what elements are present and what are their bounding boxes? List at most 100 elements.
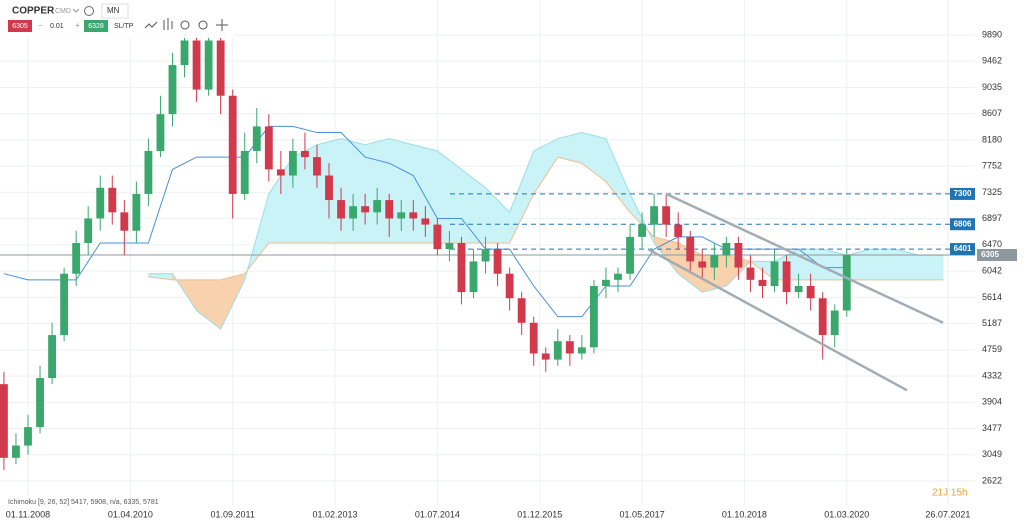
candle-body: [517, 298, 526, 323]
x-tick-label: 01.12.2015: [517, 509, 562, 519]
y-tick-label: 6897: [982, 213, 1002, 223]
candle-body: [108, 187, 117, 213]
candle-body: [614, 273, 622, 280]
candle-body: [313, 157, 321, 176]
candle-body: [276, 169, 285, 176]
candle-body: [132, 193, 141, 231]
candle-body: [638, 224, 646, 237]
candle-body: [96, 187, 105, 219]
candle-body: [168, 65, 177, 115]
candle-body: [698, 261, 707, 268]
dropdown-icon[interactable]: [72, 8, 80, 13]
candle-body: [770, 261, 779, 286]
candle-body: [349, 206, 358, 219]
candle-body: [301, 150, 309, 158]
candle-body: [120, 212, 129, 231]
candle-body: [457, 243, 466, 293]
level-label-box: [950, 218, 975, 231]
buy-button[interactable]: [84, 20, 108, 32]
candle-body: [12, 445, 20, 458]
candle-body: [794, 285, 803, 293]
symbol[interactable]: COPPER: [12, 6, 55, 17]
candle-body: [686, 236, 695, 262]
y-tick-label: 2622: [982, 475, 1002, 485]
level-label: 6401: [954, 244, 972, 253]
buy-price[interactable]: 6328: [88, 23, 104, 30]
y-tick-label: 7752: [982, 161, 1002, 171]
candle-body: [216, 40, 225, 96]
interval[interactable]: MN: [107, 6, 120, 15]
candle-body: [662, 206, 671, 225]
x-tick-label: 01.07.2014: [415, 509, 460, 519]
candle-body: [445, 243, 454, 250]
zoom-in[interactable]: [198, 20, 208, 30]
zoom-out[interactable]: [180, 20, 190, 30]
candle-body: [650, 206, 659, 225]
indicator-label[interactable]: Ichimoku [9, 26, 52] 5417, 5908, n/a, 63…: [8, 499, 159, 506]
candle-body: [397, 212, 406, 219]
plus[interactable]: +: [75, 21, 80, 30]
candle-body: [240, 150, 249, 194]
candle-body: [156, 114, 165, 151]
candle-body: [818, 298, 827, 336]
y-tick-label: 9462: [982, 56, 1002, 66]
x-tick-label: 01.04.2010: [108, 509, 153, 519]
candle-body: [373, 200, 382, 213]
candle-body: [204, 40, 213, 90]
sell-price[interactable]: 6305: [12, 23, 28, 30]
x-tick-label: 26.07.2021: [925, 509, 970, 519]
candle-body: [72, 243, 81, 274]
candle-body: [361, 206, 370, 213]
minus[interactable]: −: [38, 21, 43, 30]
candle-body: [589, 285, 598, 348]
candle-body: [48, 335, 56, 379]
y-tick-label: 6042: [982, 266, 1002, 276]
level-label: 7300: [954, 189, 972, 198]
countdown: 21J 15h: [932, 488, 968, 499]
x-tick-label: 01.09.2011: [210, 509, 254, 519]
plot: [0, 0, 975, 505]
candle-body: [529, 322, 538, 354]
y-tick-label: 9890: [982, 29, 1002, 39]
candle-body: [746, 267, 755, 280]
sell-button[interactable]: [8, 20, 32, 32]
toolbar-bg: [0, 0, 235, 38]
candle-body: [0, 384, 8, 458]
y-tick-label: 3904: [982, 397, 1002, 407]
candle-tool[interactable]: [163, 18, 173, 30]
y-tick-label: 3477: [982, 423, 1002, 433]
level-label: 6806: [954, 219, 972, 228]
candle-body: [385, 200, 394, 219]
y-tick-label: 9035: [982, 82, 1002, 92]
sltp[interactable]: SL/TP: [114, 23, 134, 30]
level-label-box: [977, 248, 1017, 261]
candle-body: [60, 273, 69, 336]
kijun-line: [3, 125, 847, 318]
market: CMD: [55, 8, 71, 15]
candle-body: [84, 218, 93, 244]
candle-body: [842, 254, 851, 311]
level-label-box: [950, 243, 975, 256]
y-tick-label: 4332: [982, 370, 1002, 380]
candle-body: [626, 236, 634, 274]
interval-box[interactable]: [101, 3, 129, 19]
candle-body: [288, 150, 297, 176]
y-tick-label: 6470: [982, 239, 1002, 249]
candle-body: [577, 347, 586, 354]
y-tick-label: 5187: [982, 318, 1002, 328]
y-tick-label: 8180: [982, 134, 1002, 144]
candle-body: [830, 310, 839, 336]
candle-body: [758, 279, 767, 286]
info-icon[interactable]: [84, 6, 94, 16]
candle-body: [337, 200, 345, 219]
x-tick-label: 01.10.2018: [722, 509, 767, 519]
line-tool[interactable]: [144, 21, 158, 29]
candle-body: [228, 95, 237, 194]
lot[interactable]: 0.01: [50, 23, 64, 30]
toolbar: COPPER CMD MN 6305 − 0.01 + 6328 SL/TP: [0, 0, 235, 38]
candle-body: [722, 243, 731, 256]
candle-body: [782, 261, 791, 293]
cloud-segment: [870, 248, 896, 281]
candle-body: [409, 212, 418, 219]
move-tool[interactable]: [216, 19, 228, 31]
